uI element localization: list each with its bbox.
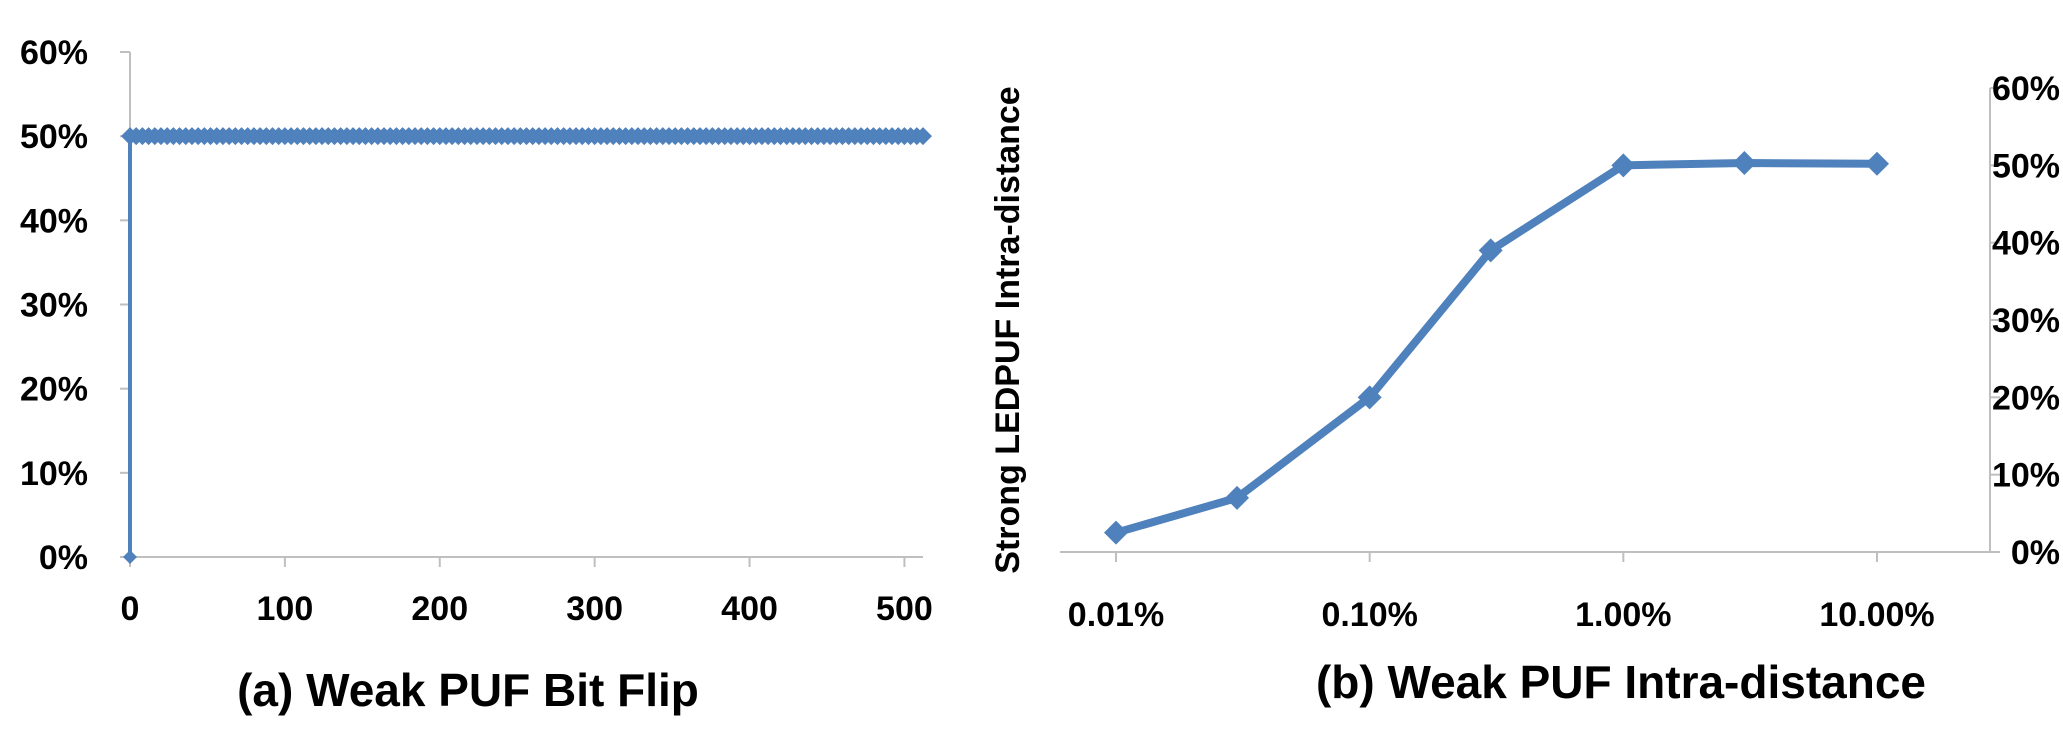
chart-a-y-tick-label: 40% [20, 202, 88, 240]
chart-b-data-point [1104, 520, 1128, 545]
chart-a-y-tick-labels: 0% 10% 20% 30% 40% 50% 60% [20, 34, 88, 577]
chart-b-x-tick-labels: 0.01% 0.10% 1.00% 10.00% [1068, 596, 1935, 634]
chart-b-data-point [1225, 485, 1250, 510]
chart-b-x-tick-label: 10.00% [1819, 596, 1934, 634]
chart-a-data-point [914, 127, 932, 146]
chart-a-x-tick-labels: 0 100 200 300 400 500 [121, 590, 933, 628]
chart-b-data-point [1865, 151, 1889, 176]
chart-b-y-tick-label: 30% [1992, 302, 2060, 340]
chart-b-axes [1060, 87, 2000, 562]
chart-a-data-point-start [123, 550, 137, 564]
chart-a-y-tick-label: 60% [20, 34, 88, 72]
chart-a-bit-flip: 0% 10% 20% 30% 40% 50% 60% 0 100 200 300 400 500 (a… [20, 34, 933, 716]
chart-a-x-tick-label: 0 [121, 590, 140, 628]
chart-b-x-tick-label: 0.01% [1068, 596, 1164, 634]
chart-a-x-tick-label: 500 [876, 590, 933, 628]
chart-a-y-tick-label: 30% [20, 287, 88, 325]
chart-a-series [121, 127, 932, 564]
chart-b-y-tick-label: 60% [1992, 70, 2060, 108]
chart-b-x-tick-label: 0.10% [1321, 596, 1417, 634]
chart-b-x-tick-label: 1.00% [1575, 596, 1671, 634]
chart-b-intra-distance: 0% 10% 20% 30% 40% 50% 60% 0.01% 0.10% 1.00% 10.0… [989, 70, 2060, 708]
chart-a-x-tick-label: 400 [721, 590, 778, 628]
chart-b-series [1104, 151, 1889, 545]
chart-b-data-point [1478, 238, 1503, 263]
chart-a-caption: (a) Weak PUF Bit Flip [237, 664, 699, 716]
chart-a-y-tick-label: 20% [20, 371, 88, 409]
chart-b-y-tick-label: 0% [2011, 534, 2060, 572]
chart-a-y-tick-label: 10% [20, 455, 88, 493]
chart-b-y-tick-label: 20% [1992, 379, 2060, 417]
chart-a-y-tick-label: 50% [20, 118, 88, 156]
chart-b-series-line [1114, 159, 1878, 537]
chart-a-x-tick-label: 100 [257, 590, 314, 628]
chart-a-x-tick-label: 200 [411, 590, 468, 628]
chart-b-y-axis-label: Strong LEDPUF Intra-distance [989, 86, 1027, 573]
chart-b-y-tick-labels: 0% 10% 20% 30% 40% 50% 60% [1992, 70, 2060, 572]
chart-a-x-tick-label: 300 [566, 590, 623, 628]
chart-b-y-tick-label: 10% [1992, 457, 2060, 495]
chart-b-data-point [1611, 153, 1636, 178]
chart-a-series-line [128, 134, 923, 557]
chart-b-y-tick-label: 50% [1992, 147, 2060, 185]
chart-b-data-point [1357, 385, 1382, 410]
chart-b-data-point [1732, 151, 1757, 176]
chart-b-y-tick-label: 40% [1992, 225, 2060, 263]
chart-b-caption: (b) Weak PUF Intra-distance [1316, 656, 1926, 708]
chart-a-y-tick-label: 0% [39, 539, 88, 577]
